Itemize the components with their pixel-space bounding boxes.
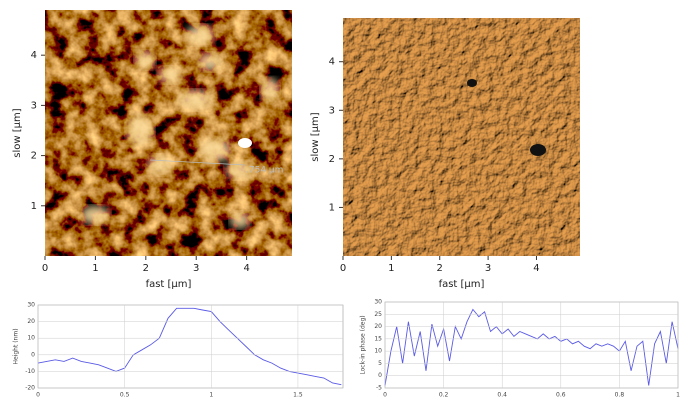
y-tick-label: 20 (27, 318, 35, 325)
x-tick-label: 3 (193, 263, 199, 274)
y-tick-label: 3 (329, 105, 335, 116)
x-tick-label: 2 (143, 263, 149, 274)
x-tick-label: 0 (42, 263, 48, 274)
y-tick-label: 5 (378, 360, 382, 367)
particle (198, 53, 222, 71)
x-tick-label: 0.2 (439, 392, 449, 399)
particle (177, 90, 213, 110)
y-tick-label: 2 (329, 154, 335, 165)
x-tick-label: 0 (36, 392, 40, 399)
x-tick-label: 0.4 (497, 392, 507, 399)
x-tick-label: 0.8 (615, 392, 625, 399)
particle (81, 206, 109, 224)
x-tick-label: 2 (437, 263, 443, 274)
y-axis-label: Lock-in phase (deg) (360, 315, 367, 374)
y-tick-label: 3 (31, 100, 37, 111)
y-tick-label: -20 (25, 385, 35, 392)
x-tick-label: 4 (243, 263, 249, 274)
y-axis-label: Height (nm) (13, 328, 20, 364)
plot-area (38, 305, 343, 388)
particle (127, 114, 153, 146)
y-tick-label: 2 (31, 151, 37, 162)
y-tick-label: 10 (374, 348, 382, 355)
annotation: .754 µm (246, 166, 283, 176)
figure: .754 µm 0 1 2 3 4 1 2 3 4 fast [µm] slow [µm] 0 1 2 3 4 1… (0, 0, 681, 401)
pit (530, 144, 546, 156)
x-tick-label: 0.6 (556, 392, 566, 399)
pit (467, 79, 477, 87)
afm-texture (343, 18, 580, 256)
afm-texture (45, 10, 292, 256)
particle (158, 67, 182, 83)
y-tick-label: 0 (378, 372, 382, 379)
y-axis-label: slow [µm] (310, 112, 321, 161)
x-tick-label: 1 (388, 263, 394, 274)
y-tick-label: 20 (374, 323, 382, 330)
y-tick-label: 0 (31, 351, 35, 358)
y-tick-label: -5 (376, 385, 382, 392)
particle (148, 155, 172, 175)
x-tick-label: 1.5 (293, 392, 303, 399)
particle (186, 25, 214, 45)
x-tick-label: 4 (533, 263, 539, 274)
x-axis-label: fast [µm] (146, 279, 192, 290)
y-axis-label: slow [µm] (12, 108, 23, 157)
x-tick-label: 0.5 (120, 392, 130, 399)
x-tick-label: 1 (92, 263, 98, 274)
x-tick-label: 0 (340, 263, 346, 274)
particle (261, 78, 279, 102)
y-tick-label: 10 (27, 335, 35, 342)
y-tick-label: 30 (27, 302, 35, 309)
x-axis-label: fast [µm] (439, 279, 485, 290)
y-tick-label: 4 (329, 57, 335, 68)
y-tick-label: -10 (25, 368, 35, 375)
particle (135, 51, 155, 69)
x-tick-label: 0 (383, 392, 387, 399)
y-tick-label: 1 (329, 202, 335, 213)
particle (238, 138, 252, 148)
particle (199, 138, 231, 162)
x-tick-label: 1 (209, 392, 213, 399)
particle (230, 212, 250, 228)
y-tick-label: 15 (374, 335, 382, 342)
y-tick-label: 4 (31, 50, 37, 61)
x-tick-label: 3 (485, 263, 491, 274)
profile-line (385, 309, 678, 385)
y-tick-label: 25 (374, 311, 382, 318)
y-tick-label: 1 (31, 201, 37, 212)
x-tick-label: 1 (676, 392, 680, 399)
profile-line (38, 308, 341, 384)
y-tick-label: 30 (374, 299, 382, 306)
